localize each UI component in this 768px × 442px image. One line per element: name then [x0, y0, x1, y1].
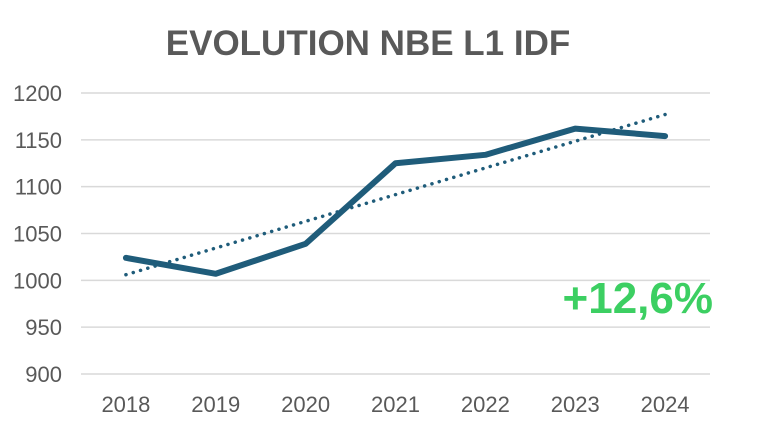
- annotations: +12,6%: [563, 274, 713, 323]
- x-tick-label: 2023: [551, 392, 600, 417]
- x-tick-label: 2020: [281, 392, 330, 417]
- x-tick-label: 2018: [101, 392, 150, 417]
- trendline-group: [124, 112, 667, 277]
- x-tick-label: 2024: [641, 392, 690, 417]
- y-tick-label: 1150: [15, 128, 62, 153]
- x-axis-ticks: 2018 2019 2020 2021 2022 2023 2024: [101, 392, 689, 417]
- y-tick-label: 1100: [15, 175, 62, 200]
- growth-annotation: +12,6%: [563, 274, 713, 323]
- y-tick-label: 1050: [13, 222, 62, 247]
- trendline: [124, 112, 667, 277]
- series-group: [122, 125, 669, 277]
- y-axis-ticks: 900 950 1000 1050 1100 1150 1200: [13, 81, 62, 387]
- y-tick-label: 950: [25, 315, 62, 340]
- y-tick-label: 1200: [13, 81, 62, 106]
- x-tick-label: 2019: [191, 392, 240, 417]
- gridlines: [81, 92, 710, 375]
- y-tick-label: 1000: [13, 268, 62, 293]
- y-tick-label: 900: [25, 362, 62, 387]
- chart-title: EVOLUTION NBE L1 IDF: [166, 24, 570, 63]
- x-tick-label: 2022: [461, 392, 510, 417]
- x-tick-label: 2021: [371, 392, 420, 417]
